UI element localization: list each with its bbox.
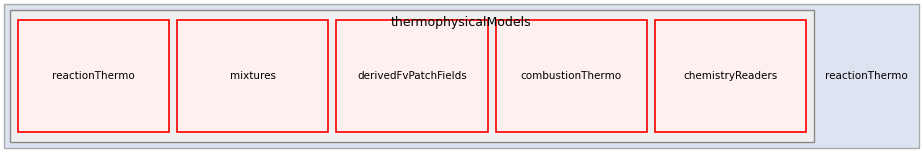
- Bar: [10, 10, 814, 142]
- Text: combustionThermo: combustionThermo: [521, 71, 622, 81]
- Text: reactionThermo: reactionThermo: [825, 71, 908, 81]
- Text: thermophysicalModels: thermophysicalModels: [391, 16, 532, 29]
- Bar: [654, 20, 806, 132]
- Bar: [18, 20, 169, 132]
- Bar: [336, 20, 487, 132]
- Text: mixtures: mixtures: [230, 71, 276, 81]
- Text: reactionThermo: reactionThermo: [53, 71, 135, 81]
- Bar: [496, 20, 647, 132]
- Text: chemistryReaders: chemistryReaders: [683, 71, 777, 81]
- Text: derivedFvPatchFields: derivedFvPatchFields: [357, 71, 467, 81]
- Bar: [177, 20, 329, 132]
